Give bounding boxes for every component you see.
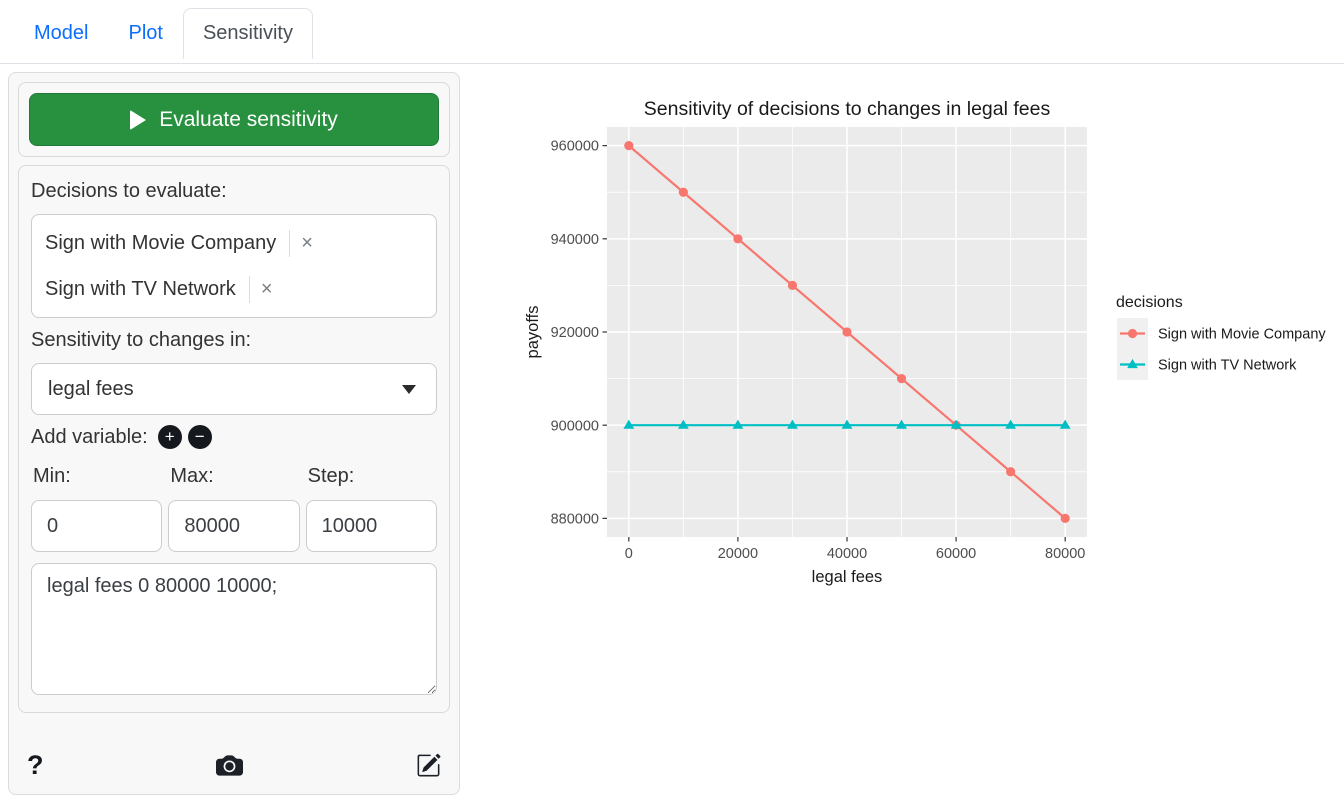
legend-label: Sign with TV Network xyxy=(1158,358,1297,374)
data-point-circle xyxy=(624,141,634,151)
legend: decisions Sign with Movie Company Sign wit… xyxy=(1116,294,1326,380)
variable-select[interactable]: legal fees xyxy=(31,363,437,415)
max-input[interactable] xyxy=(168,500,300,552)
chart-title: Sensitivity of decisions to changes in l… xyxy=(644,98,1051,120)
data-point-triangle xyxy=(950,419,962,429)
decisions-multiselect[interactable]: Sign with Movie Company × Sign with TV Net… xyxy=(31,214,437,318)
sidebar-footer: ? xyxy=(18,750,450,785)
tab-item-plot: Plot xyxy=(108,8,182,58)
data-point-circle xyxy=(678,187,688,197)
evaluate-panel: Evaluate sensitivity xyxy=(18,82,450,157)
y-tick-label: 880000 xyxy=(551,511,599,527)
add-variable-label: Add variable: xyxy=(31,425,148,448)
item-divider xyxy=(248,275,250,303)
item-divider xyxy=(289,229,291,257)
remove-variable-button[interactable]: − xyxy=(187,425,212,449)
tab-sensitivity[interactable]: Sensitivity xyxy=(182,8,313,59)
x-tick-label: 0 xyxy=(625,546,633,562)
data-point-circle xyxy=(842,327,852,337)
tab-bar: Model Plot Sensitivity xyxy=(0,0,1344,64)
step-input[interactable] xyxy=(305,500,437,552)
data-point-circle xyxy=(1060,513,1070,523)
chevron-down-icon xyxy=(402,384,416,394)
add-variable-row: Add variable: + − xyxy=(31,425,437,449)
selected-decision-item: Sign with TV Network × xyxy=(45,266,423,312)
legend-key-triangle xyxy=(1127,358,1138,369)
data-point-triangle xyxy=(841,419,853,429)
y-tick-label: 940000 xyxy=(551,232,599,248)
selected-decision-label: Sign with Movie Company xyxy=(45,231,277,254)
tab-model[interactable]: Model xyxy=(34,22,89,44)
tab-item-sensitivity: Sensitivity xyxy=(182,8,313,59)
tab-list: Model Plot Sensitivity xyxy=(0,0,1344,59)
evaluate-button-label: Evaluate sensitivity xyxy=(159,107,338,131)
sidebar: Evaluate sensitivity Decisions to evalua… xyxy=(8,72,460,795)
x-axis-label: legal fees xyxy=(812,568,883,586)
selected-decision-label: Sign with TV Network xyxy=(45,277,236,300)
min-input[interactable] xyxy=(31,500,163,552)
tab-item-model: Model xyxy=(14,8,108,58)
sensitivity-plot: 0 20000 40000 60000 80000 880000 900000 920000 9… xyxy=(504,84,1344,604)
remove-decision-icon[interactable]: × xyxy=(301,232,313,254)
min-max-step-labels: Min: Max: Step: xyxy=(31,465,437,500)
sensitivity-plot-svg: 0 20000 40000 60000 80000 880000 900000 920000 9… xyxy=(524,98,1326,586)
tab-plot[interactable]: Plot xyxy=(128,22,163,44)
play-icon xyxy=(130,109,147,130)
series-movie-company xyxy=(624,141,1070,523)
step-label: Step: xyxy=(307,465,355,487)
ranges-textarea[interactable]: legal fees 0 80000 10000; xyxy=(31,563,437,695)
min-label: Min: xyxy=(33,465,71,487)
x-tick-label: 60000 xyxy=(936,546,976,562)
min-max-step-inputs xyxy=(31,500,437,552)
x-tick-label: 40000 xyxy=(827,546,867,562)
legend-key-circle xyxy=(1127,328,1138,339)
variable-select-value: legal fees xyxy=(48,377,134,400)
data-point-triangle xyxy=(677,419,689,429)
data-point-circle xyxy=(1006,467,1016,477)
data-point-triangle xyxy=(1059,419,1071,429)
camera-icon[interactable] xyxy=(216,752,244,779)
x-tick-label: 80000 xyxy=(1045,546,1085,562)
axes: 0 20000 40000 60000 80000 880000 900000 920000 9… xyxy=(551,139,1086,562)
data-point-triangle xyxy=(1005,419,1017,429)
selected-decision-item: Sign with Movie Company × xyxy=(45,220,423,266)
data-point-circle xyxy=(896,373,907,384)
data-point-triangle xyxy=(896,419,907,429)
series-group xyxy=(623,141,1071,523)
max-label: Max: xyxy=(170,465,214,487)
data-point-circle xyxy=(787,280,798,291)
evaluate-sensitivity-button[interactable]: Evaluate sensitivity xyxy=(29,93,439,146)
edit-icon[interactable] xyxy=(416,753,441,778)
y-tick-label: 960000 xyxy=(551,139,599,155)
y-tick-label: 920000 xyxy=(551,325,599,341)
data-point-circle xyxy=(733,234,743,244)
data-point-triangle xyxy=(732,419,744,429)
decisions-label: Decisions to evaluate: xyxy=(31,180,227,202)
data-point-triangle xyxy=(787,419,798,429)
remove-decision-icon[interactable]: × xyxy=(260,278,273,300)
y-axis-label: payoffs xyxy=(524,306,542,359)
x-tick-label: 20000 xyxy=(718,546,758,562)
help-icon[interactable]: ? xyxy=(27,750,44,780)
y-tick-label: 900000 xyxy=(551,418,599,434)
sensitivity-form-panel: Decisions to evaluate: Sign with Movie C… xyxy=(18,165,450,713)
series-tv-network xyxy=(623,419,1071,429)
add-variable-button[interactable]: + xyxy=(157,425,182,449)
legend-title: decisions xyxy=(1116,294,1183,311)
legend-label: Sign with Movie Company xyxy=(1158,327,1326,343)
sensitivity-to-label: Sensitivity to changes in: xyxy=(31,329,252,351)
data-point-triangle xyxy=(623,419,635,429)
